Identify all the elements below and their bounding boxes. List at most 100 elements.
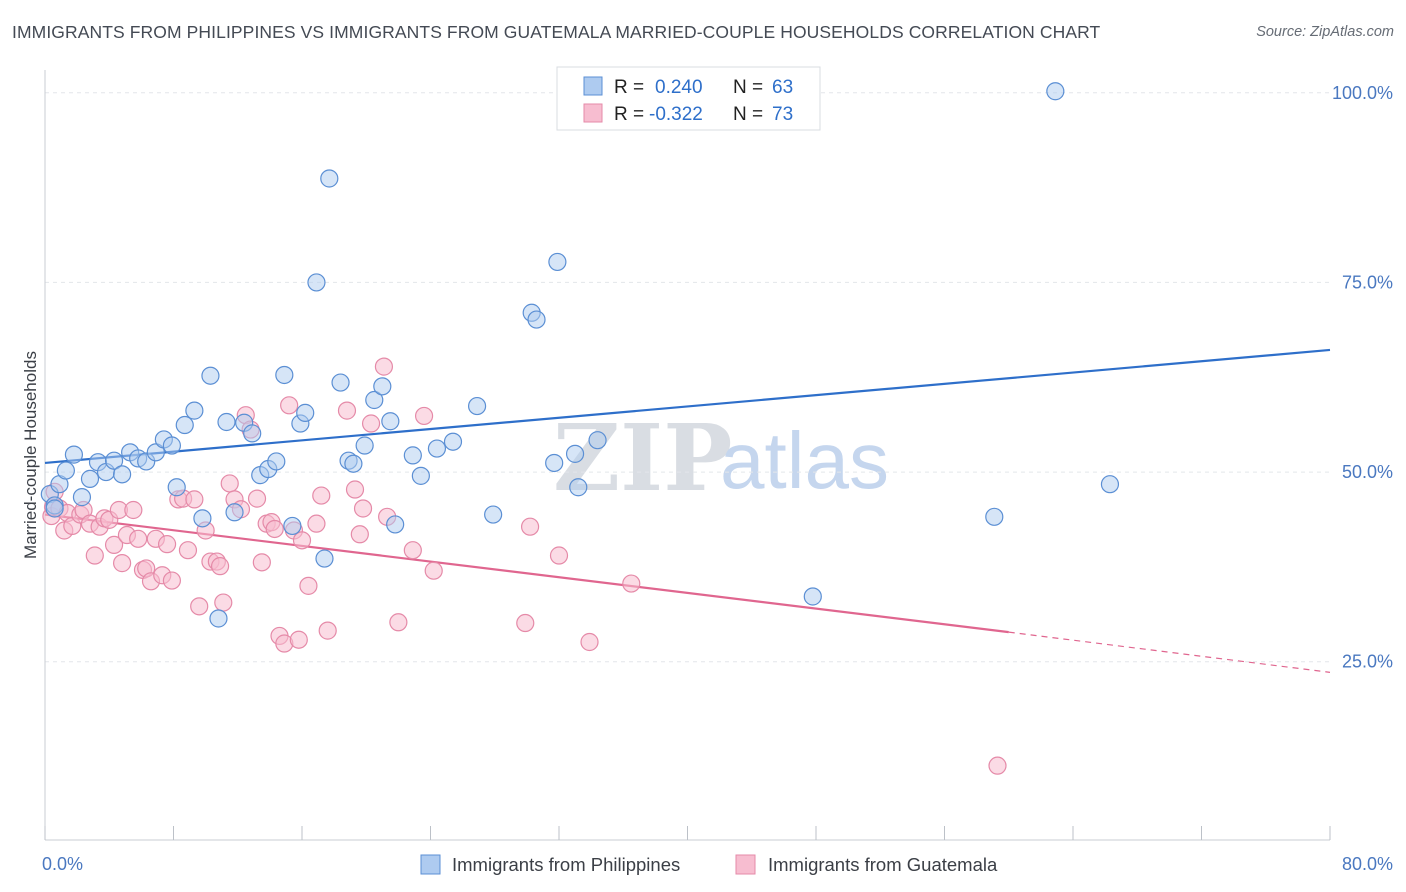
guatemala-point-36: [214, 593, 233, 612]
guatemala-point-46: [265, 519, 284, 539]
guatemala-point-25: [157, 535, 177, 554]
philippines-point-30: [267, 452, 286, 471]
guatemala-point-55: [312, 486, 331, 505]
philippines-point-61: [1046, 82, 1065, 101]
philippines-point-21: [193, 509, 212, 528]
legend-n-value-guatemala: 73: [772, 104, 793, 125]
guatemala-point-56: [318, 621, 337, 640]
legend-swatch-philippines: [583, 76, 603, 96]
philippines-point-2: [45, 499, 64, 518]
philippines-point-45: [386, 515, 405, 534]
trend-line-philippines: [44, 348, 1331, 465]
bottom-legend-swatch-guatemala: [735, 854, 756, 875]
philippines-point-35: [307, 273, 326, 292]
guatemala-point-66: [414, 406, 434, 426]
x-tick-label-0: 0.0%: [42, 854, 83, 874]
guatemala-point-52: [292, 531, 312, 550]
philippines-point-15: [146, 443, 165, 462]
guatemala-point-31: [190, 597, 209, 616]
philippines-point-24: [217, 412, 236, 432]
philippines-point-27: [243, 424, 262, 443]
guatemala-point-35: [210, 557, 230, 576]
guatemala-point-29: [178, 541, 198, 560]
philippines-point-43: [373, 377, 392, 396]
guatemala-point-10: [85, 546, 104, 565]
philippines-point-11: [112, 465, 132, 484]
guatemala-point-57: [337, 401, 357, 420]
philippines-point-10: [104, 451, 124, 470]
watermark: ZIP atlas: [553, 404, 889, 512]
guatemala-point-14: [104, 535, 124, 554]
legend-r-value-guatemala: -0.322: [649, 104, 703, 125]
guatemala-point-51: [289, 630, 308, 649]
guatemala-point-68: [516, 613, 535, 633]
philippines-point-51: [484, 505, 503, 524]
source-credit: Source: ZipAtlas.com: [1256, 24, 1394, 40]
guatemala-point-16: [112, 554, 132, 573]
guatemala-point-64: [389, 613, 408, 632]
philippines-point-4: [56, 461, 75, 480]
guatemala-point-54: [307, 514, 326, 533]
philippines-points: [40, 82, 1120, 628]
legend-n-value-philippines: 63: [772, 77, 793, 98]
philippines-point-25: [225, 503, 244, 522]
guatemala-point-53: [299, 576, 318, 595]
axes: [44, 70, 1331, 841]
guatemala-point-72: [622, 574, 641, 593]
guatemala-point-43: [252, 553, 271, 572]
guatemala-point-58: [345, 480, 365, 499]
trend-line-guatemala-extension: [1008, 631, 1331, 673]
y-axis-label: Married-couple Households: [21, 351, 40, 559]
guatemala-point-26: [162, 571, 181, 590]
philippines-point-44: [381, 412, 400, 431]
philippines-point-62: [1100, 475, 1120, 494]
philippines-point-32: [283, 516, 302, 536]
tick-labels: 25.0% 50.0% 75.0% 100.0% 0.0% 80.0%: [42, 83, 1393, 874]
bottom-legend-label-philippines: Immigrants from Philippines: [452, 854, 680, 875]
guatemala-point-37: [220, 474, 239, 493]
philippines-point-53: [527, 310, 546, 329]
philippines-point-6: [72, 488, 92, 507]
bottom-legend-label-guatemala: Immigrants from Guatemala: [768, 854, 998, 875]
y-tick-label-3: 100.0%: [1332, 83, 1393, 103]
guatemala-point-69: [520, 517, 540, 536]
philippines-point-55: [548, 252, 567, 272]
legend-swatch-guatemala: [583, 103, 603, 123]
philippines-point-31: [275, 365, 294, 385]
guatemala-point-42: [247, 489, 267, 508]
philippines-point-57: [569, 478, 588, 497]
watermark-atlas: atlas: [720, 416, 889, 505]
philippines-point-60: [985, 507, 1004, 526]
stats-legend: R = 0.240 N = 63 R = -0.322 N = 73: [556, 66, 821, 131]
philippines-point-50: [467, 396, 487, 416]
guatemala-point-67: [424, 561, 443, 580]
philippines-point-20: [185, 401, 204, 420]
guatemala-point-70: [549, 546, 569, 565]
series-legend: Immigrants from Philippines Immigrants f…: [420, 854, 998, 875]
x-tick-label-1: 80.0%: [1342, 854, 1393, 874]
philippines-point-46: [403, 446, 422, 465]
guatemala-point-30: [185, 490, 204, 509]
philippines-point-19: [175, 415, 194, 435]
philippines-point-49: [443, 432, 463, 451]
guatemala-points: [42, 357, 1007, 775]
philippines-point-41: [355, 436, 374, 455]
legend-n-label-guatemala: N =: [733, 104, 763, 125]
gridlines: [45, 92, 1330, 663]
guatemala-point-61: [361, 414, 381, 433]
philippines-point-37: [320, 169, 339, 188]
philippines-point-18: [167, 478, 186, 497]
y-tick-label-1: 50.0%: [1342, 462, 1393, 482]
philippines-point-23: [209, 609, 228, 628]
philippines-point-58: [588, 431, 607, 450]
philippines-point-7: [80, 469, 100, 488]
y-tick-label-0: 25.0%: [1342, 652, 1393, 672]
philippines-point-42: [365, 390, 384, 410]
guatemala-point-49: [280, 396, 299, 415]
philippines-point-5: [64, 445, 84, 464]
philippines-point-36: [315, 549, 334, 568]
philippines-point-34: [296, 403, 315, 422]
guatemala-point-65: [403, 541, 422, 560]
philippines-point-54: [545, 453, 564, 473]
